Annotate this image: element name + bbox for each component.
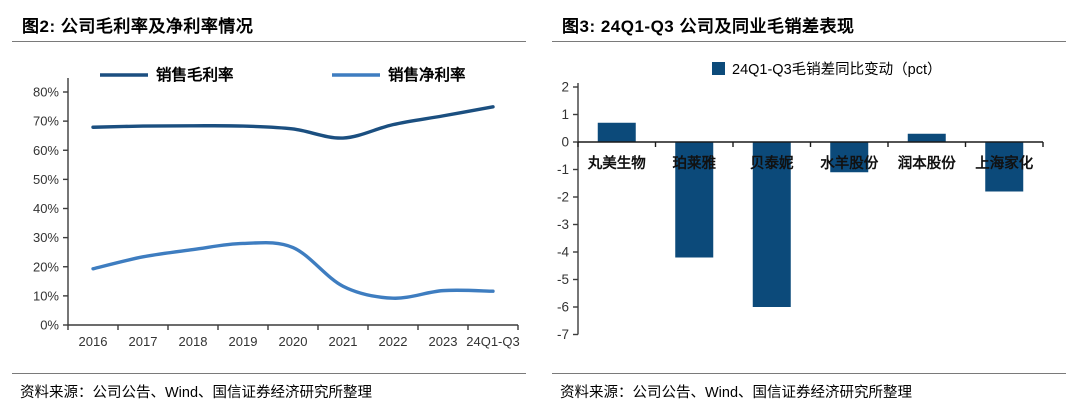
y-tick-label: 80% <box>33 85 59 100</box>
legend-label: 销售净利率 <box>388 65 466 84</box>
y-tick-label: -6 <box>557 300 569 315</box>
x-category-label: 润本股份 <box>898 154 956 172</box>
y-tick-label: 30% <box>33 230 59 245</box>
series-line-销售净利率 <box>91 240 495 300</box>
x-tick-label: 2022 <box>379 334 408 349</box>
legend-label: 24Q1-Q3毛销差同比变动（pct） <box>732 61 942 78</box>
figure3-title: 图3: 24Q1-Q3 公司及同业毛销差表现 <box>562 17 855 36</box>
x-tick-label: 2019 <box>229 334 258 349</box>
figure3-source-note: 资料来源：公司公告、Wind、国信证券经济研究所整理 <box>560 385 913 401</box>
bar-丸美生物 <box>597 122 636 142</box>
figure2-title-rule <box>12 41 526 42</box>
x-category-label: 丸美生物 <box>587 154 646 172</box>
y-tick-label: 40% <box>33 201 59 216</box>
y-tick-label: 2 <box>561 80 569 95</box>
x-tick-label: 2020 <box>279 334 308 349</box>
bar-珀莱雅 <box>675 142 714 258</box>
figure3-panel: 图3: 24Q1-Q3 公司及同业毛销差表现 24Q1-Q3毛销差同比变动（pc… <box>540 0 1080 419</box>
y-tick-label: 1 <box>561 107 569 122</box>
margin-diff-bar-chart: 24Q1-Q3毛销差同比变动（pct） 2 1 0 -1 -2 -3 -4 -5 -6 -7 丸美生物… <box>557 61 1044 342</box>
x-category-label: 水羊股份 <box>820 154 878 172</box>
x-tick-label: 2018 <box>179 334 208 349</box>
y-tick-label: -7 <box>557 327 569 342</box>
y-tick-label: 70% <box>33 114 59 129</box>
figure3-source-rule <box>552 373 1066 374</box>
y-tick-label: 60% <box>33 143 59 158</box>
bar-水羊股份 <box>830 142 869 173</box>
y-tick-label: -3 <box>557 217 569 232</box>
y-tick-label: 10% <box>33 288 59 303</box>
bar-上海家化 <box>985 142 1024 192</box>
x-category-label: 珀莱雅 <box>673 154 717 172</box>
gross-net-margin-line-chart: 销售毛利率 销售净利率 0% 10% 20% 30% 40% 50% 60% 70% 80% 2016… <box>33 65 520 349</box>
y-tick-label: -5 <box>557 272 569 287</box>
x-tick-label: 2016 <box>79 334 108 349</box>
x-tick-label: 24Q1-Q3 <box>466 334 519 349</box>
y-tick-label: 50% <box>33 172 59 187</box>
bar-润本股份 <box>907 133 946 142</box>
y-tick-label: 0% <box>40 318 59 333</box>
figure2-source-note: 资料来源：公司公告、Wind、国信证券经济研究所整理 <box>20 385 373 401</box>
figure3-title-rule <box>552 41 1066 42</box>
bar-贝泰妮 <box>752 142 791 307</box>
x-tick-label: 2017 <box>129 334 158 349</box>
legend-label: 销售毛利率 <box>156 65 234 84</box>
figure2-panel: 图2: 公司毛利率及净利率情况 销售毛利率 销售净利率 0% 10% 20% 30% 40%… <box>12 17 526 401</box>
legend-swatch-bar <box>712 62 725 75</box>
y-tick-label: 0 <box>561 135 569 150</box>
y-tick-label: 20% <box>33 259 59 274</box>
x-tick-label: 2023 <box>429 334 458 349</box>
x-category-label: 贝泰妮 <box>750 154 794 172</box>
x-category-label: 上海家化 <box>975 154 1033 172</box>
y-tick-label: -1 <box>557 162 569 177</box>
x-tick-label: 2021 <box>329 334 358 349</box>
series-line-销售毛利率 <box>91 105 495 140</box>
y-tick-label: -2 <box>557 190 569 205</box>
figure2-title: 图2: 公司毛利率及净利率情况 <box>22 17 254 36</box>
y-tick-label: -4 <box>557 245 569 260</box>
figure2-source-rule <box>12 373 526 374</box>
